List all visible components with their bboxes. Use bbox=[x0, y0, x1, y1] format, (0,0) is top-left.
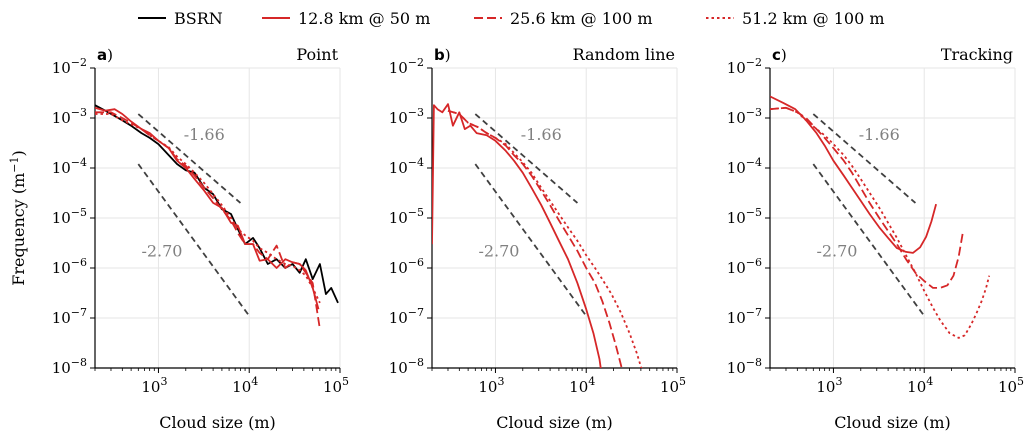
y-tick-label: 10−8 bbox=[727, 356, 762, 377]
legend-label: 51.2 km @ 100 m bbox=[742, 9, 885, 28]
y-tick-label: 10−8 bbox=[389, 356, 424, 377]
y-tick-label: 10−5 bbox=[727, 206, 762, 227]
x-tick-label: 103 bbox=[478, 375, 504, 396]
series-line bbox=[95, 112, 320, 329]
panel-letter: a) bbox=[97, 46, 113, 64]
legend-label: 25.6 km @ 100 m bbox=[510, 9, 653, 28]
y-tick-label: 10−6 bbox=[389, 256, 424, 277]
panel-title: Point bbox=[296, 45, 338, 64]
x-tick-label: 105 bbox=[660, 375, 686, 396]
slope-label: -2.70 bbox=[816, 241, 857, 260]
slope-label: -1.66 bbox=[859, 125, 900, 144]
series-line bbox=[432, 104, 606, 418]
x-axis-label: Cloud size (m) bbox=[834, 413, 951, 432]
chart-panel-a: 103 104 105 10−8 10−7 10−6 10−5 10−4 10−3 10−2 -1.… bbox=[8, 45, 349, 432]
legend-entry: BSRN bbox=[138, 9, 223, 28]
slope-label: -1.66 bbox=[521, 125, 562, 144]
y-tick-label: 10−3 bbox=[727, 106, 762, 127]
slope-label: -2.70 bbox=[478, 241, 519, 260]
panel-letter: c) bbox=[772, 46, 787, 64]
panel-title: Random line bbox=[573, 45, 675, 64]
series-line bbox=[448, 111, 653, 418]
x-axis-label: Cloud size (m) bbox=[159, 413, 276, 432]
chart-panel-b: 103 104 105 10−8 10−7 10−6 10−5 10−4 10−3 10−2 -1.… bbox=[389, 45, 686, 432]
legend-entry: 51.2 km @ 100 m bbox=[706, 9, 885, 28]
y-tick-label: 10−6 bbox=[727, 256, 762, 277]
y-tick-label: 10−6 bbox=[52, 256, 87, 277]
x-tick-label: 104 bbox=[569, 375, 595, 396]
x-axis-label: Cloud size (m) bbox=[496, 413, 613, 432]
x-tick-label: 103 bbox=[141, 375, 167, 396]
legend-label: 12.8 km @ 50 m bbox=[298, 9, 430, 28]
y-tick-label: 10−5 bbox=[389, 206, 424, 227]
x-tick-label: 104 bbox=[907, 375, 933, 396]
y-axis-label: Frequency (m−1) bbox=[8, 150, 28, 286]
slope-label: -1.66 bbox=[184, 125, 225, 144]
y-tick-label: 10−3 bbox=[389, 106, 424, 127]
x-tick-label: 105 bbox=[323, 375, 349, 396]
x-tick-label: 103 bbox=[816, 375, 842, 396]
y-tick-label: 10−7 bbox=[727, 306, 762, 327]
series-line bbox=[448, 111, 630, 403]
legend: BSRN 12.8 km @ 50 m 25.6 km @ 100 m 51.2 km… bbox=[138, 9, 885, 28]
y-tick-label: 10−2 bbox=[389, 56, 424, 77]
legend-entry: 25.6 km @ 100 m bbox=[474, 9, 653, 28]
panel-title: Tracking bbox=[941, 45, 1013, 64]
chart-panels: 103 104 105 10−8 10−7 10−6 10−5 10−4 10−3 10−2 -1.… bbox=[8, 45, 1024, 432]
slope-label: -2.70 bbox=[141, 241, 182, 260]
y-tick-label: 10−4 bbox=[52, 156, 87, 177]
y-tick-label: 10−7 bbox=[389, 306, 424, 327]
y-tick-label: 10−2 bbox=[727, 56, 762, 77]
y-tick-label: 10−2 bbox=[52, 56, 87, 77]
y-tick-label: 10−8 bbox=[52, 356, 87, 377]
x-tick-label: 105 bbox=[998, 375, 1024, 396]
y-tick-label: 10−4 bbox=[389, 156, 424, 177]
slope-reference-line bbox=[138, 164, 249, 316]
panel-letter: b) bbox=[434, 46, 451, 64]
slope-reference-line bbox=[813, 164, 924, 316]
y-tick-label: 10−3 bbox=[52, 106, 87, 127]
chart-panel-c: 103 104 105 10−8 10−7 10−6 10−5 10−4 10−3 10−2 -1.… bbox=[727, 45, 1024, 432]
y-tick-label: 10−4 bbox=[727, 156, 762, 177]
legend-label: BSRN bbox=[174, 9, 223, 28]
y-tick-label: 10−5 bbox=[52, 206, 87, 227]
y-tick-label: 10−7 bbox=[52, 306, 87, 327]
legend-entry: 12.8 km @ 50 m bbox=[262, 9, 430, 28]
series-group bbox=[432, 104, 653, 418]
x-tick-label: 104 bbox=[232, 375, 258, 396]
